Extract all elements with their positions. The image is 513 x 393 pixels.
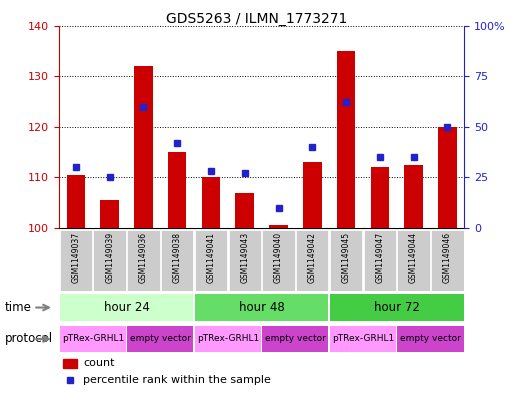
Bar xyxy=(330,230,362,291)
Text: count: count xyxy=(83,358,115,368)
Text: GSM1149038: GSM1149038 xyxy=(173,232,182,283)
Text: GDS5263 / ILMN_1773271: GDS5263 / ILMN_1773271 xyxy=(166,12,347,26)
Bar xyxy=(202,177,220,228)
Text: GSM1149042: GSM1149042 xyxy=(308,232,317,283)
Bar xyxy=(262,326,328,352)
Bar xyxy=(404,165,423,228)
Bar xyxy=(262,230,295,291)
Bar xyxy=(60,294,193,321)
Bar xyxy=(93,230,126,291)
Bar xyxy=(337,51,356,228)
Bar xyxy=(228,230,261,291)
Bar xyxy=(134,66,153,228)
Bar xyxy=(269,226,288,228)
Bar xyxy=(195,294,328,321)
Text: time: time xyxy=(5,301,32,314)
Text: empty vector: empty vector xyxy=(265,334,326,343)
Text: GSM1149046: GSM1149046 xyxy=(443,232,452,283)
Text: GSM1149045: GSM1149045 xyxy=(342,232,350,283)
Bar xyxy=(127,326,193,352)
Bar xyxy=(101,200,119,228)
Text: hour 72: hour 72 xyxy=(374,301,420,314)
Text: pTRex-GRHL1: pTRex-GRHL1 xyxy=(332,334,394,343)
Bar xyxy=(330,294,464,321)
Text: hour 48: hour 48 xyxy=(239,301,285,314)
Bar xyxy=(161,230,193,291)
Text: GSM1149037: GSM1149037 xyxy=(71,232,81,283)
Bar xyxy=(364,230,396,291)
Bar xyxy=(60,230,92,291)
Text: percentile rank within the sample: percentile rank within the sample xyxy=(83,375,271,385)
Bar xyxy=(63,359,77,368)
Bar xyxy=(398,326,464,352)
Bar xyxy=(67,175,85,228)
Bar xyxy=(370,167,389,228)
Bar xyxy=(127,230,160,291)
Bar xyxy=(296,230,328,291)
Text: pTRex-GRHL1: pTRex-GRHL1 xyxy=(62,334,124,343)
Bar xyxy=(438,127,457,228)
Text: GSM1149043: GSM1149043 xyxy=(240,232,249,283)
Text: GSM1149044: GSM1149044 xyxy=(409,232,418,283)
Bar xyxy=(235,193,254,228)
Text: protocol: protocol xyxy=(5,332,53,345)
Bar xyxy=(195,326,261,352)
Bar xyxy=(398,230,430,291)
Bar xyxy=(195,230,227,291)
Bar xyxy=(60,326,126,352)
Bar xyxy=(431,230,464,291)
Text: GSM1149039: GSM1149039 xyxy=(105,232,114,283)
Text: hour 24: hour 24 xyxy=(104,301,149,314)
Text: empty vector: empty vector xyxy=(400,334,461,343)
Text: GSM1149036: GSM1149036 xyxy=(139,232,148,283)
Bar xyxy=(303,162,322,228)
Text: GSM1149041: GSM1149041 xyxy=(206,232,215,283)
Bar xyxy=(168,152,187,228)
Bar xyxy=(330,326,396,352)
Text: GSM1149040: GSM1149040 xyxy=(274,232,283,283)
Text: empty vector: empty vector xyxy=(130,334,191,343)
Text: pTRex-GRHL1: pTRex-GRHL1 xyxy=(196,334,259,343)
Text: GSM1149047: GSM1149047 xyxy=(376,232,384,283)
